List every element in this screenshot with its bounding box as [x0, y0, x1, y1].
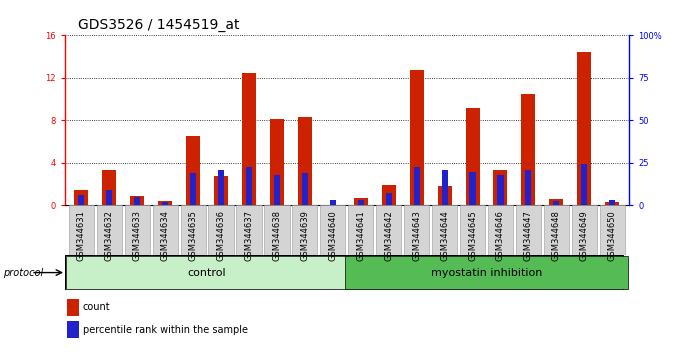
Bar [609, 200, 615, 205]
Bar [67, 321, 79, 338]
Text: GSM344643: GSM344643 [412, 210, 421, 261]
Bar [265, 205, 290, 255]
Text: GSM344648: GSM344648 [552, 210, 561, 261]
Bar [544, 205, 569, 255]
Bar [516, 205, 541, 255]
Text: control: control [188, 268, 226, 278]
Text: GSM344637: GSM344637 [245, 210, 254, 261]
Bar [605, 202, 619, 205]
Text: GSM344641: GSM344641 [356, 210, 365, 261]
Bar [404, 205, 429, 255]
Bar [577, 52, 592, 205]
Bar [345, 256, 628, 289]
Bar [242, 73, 256, 205]
Bar [246, 167, 252, 205]
Bar [209, 205, 234, 255]
Text: count: count [83, 302, 111, 313]
Bar [441, 170, 447, 205]
Bar [67, 299, 79, 316]
Text: GSM344634: GSM344634 [160, 210, 170, 261]
Text: GSM344635: GSM344635 [188, 210, 198, 261]
Bar [572, 205, 597, 255]
Bar [237, 205, 262, 255]
Bar [78, 195, 84, 205]
Text: GSM344650: GSM344650 [608, 210, 617, 261]
Bar [381, 185, 396, 205]
Bar [97, 205, 122, 255]
Text: GSM344636: GSM344636 [216, 210, 226, 261]
Text: GSM344642: GSM344642 [384, 210, 393, 261]
Text: GSM344632: GSM344632 [105, 210, 114, 261]
Bar [494, 170, 507, 205]
Bar [186, 136, 200, 205]
Bar [438, 186, 452, 205]
Bar [158, 201, 172, 205]
Bar [181, 205, 205, 255]
Text: GSM344645: GSM344645 [468, 210, 477, 261]
Bar [152, 205, 177, 255]
Text: GSM344631: GSM344631 [77, 210, 86, 261]
Text: GSM344640: GSM344640 [328, 210, 337, 261]
Bar [549, 199, 563, 205]
Bar [218, 170, 224, 205]
Text: protocol: protocol [3, 268, 44, 278]
Text: GSM344639: GSM344639 [301, 210, 309, 261]
Bar [66, 256, 348, 289]
Bar [69, 205, 94, 255]
Text: GSM344638: GSM344638 [273, 210, 282, 261]
Text: percentile rank within the sample: percentile rank within the sample [83, 325, 248, 335]
Text: GSM344644: GSM344644 [440, 210, 449, 261]
Bar [274, 175, 280, 205]
Bar [554, 201, 560, 205]
Bar [131, 196, 144, 205]
Bar [298, 117, 312, 205]
Text: GSM344633: GSM344633 [133, 210, 141, 261]
Bar [102, 170, 116, 205]
Bar [413, 167, 420, 205]
Bar [270, 119, 284, 205]
Text: GSM344647: GSM344647 [524, 210, 533, 261]
Bar [581, 164, 588, 205]
Text: myostatin inhibition: myostatin inhibition [431, 268, 542, 278]
Bar [497, 175, 504, 205]
Bar [134, 198, 140, 205]
Bar [74, 190, 88, 205]
Bar [320, 205, 345, 255]
Bar [302, 173, 308, 205]
Bar [469, 172, 475, 205]
Bar [466, 108, 479, 205]
Bar [354, 198, 368, 205]
Bar [386, 193, 392, 205]
Bar [124, 205, 150, 255]
Bar [330, 200, 336, 205]
Bar [432, 205, 457, 255]
Text: GDS3526 / 1454519_at: GDS3526 / 1454519_at [78, 18, 239, 32]
Bar [348, 205, 373, 255]
Text: GSM344646: GSM344646 [496, 210, 505, 261]
Bar [190, 173, 197, 205]
Bar [358, 200, 364, 205]
Bar [106, 190, 112, 205]
Bar [292, 205, 318, 255]
Bar [526, 170, 532, 205]
Bar [522, 94, 535, 205]
Bar [600, 205, 625, 255]
Bar [409, 70, 424, 205]
Bar [376, 205, 401, 255]
Text: GSM344649: GSM344649 [580, 210, 589, 261]
Bar [460, 205, 485, 255]
Bar [488, 205, 513, 255]
Bar [162, 202, 168, 205]
Bar [214, 176, 228, 205]
